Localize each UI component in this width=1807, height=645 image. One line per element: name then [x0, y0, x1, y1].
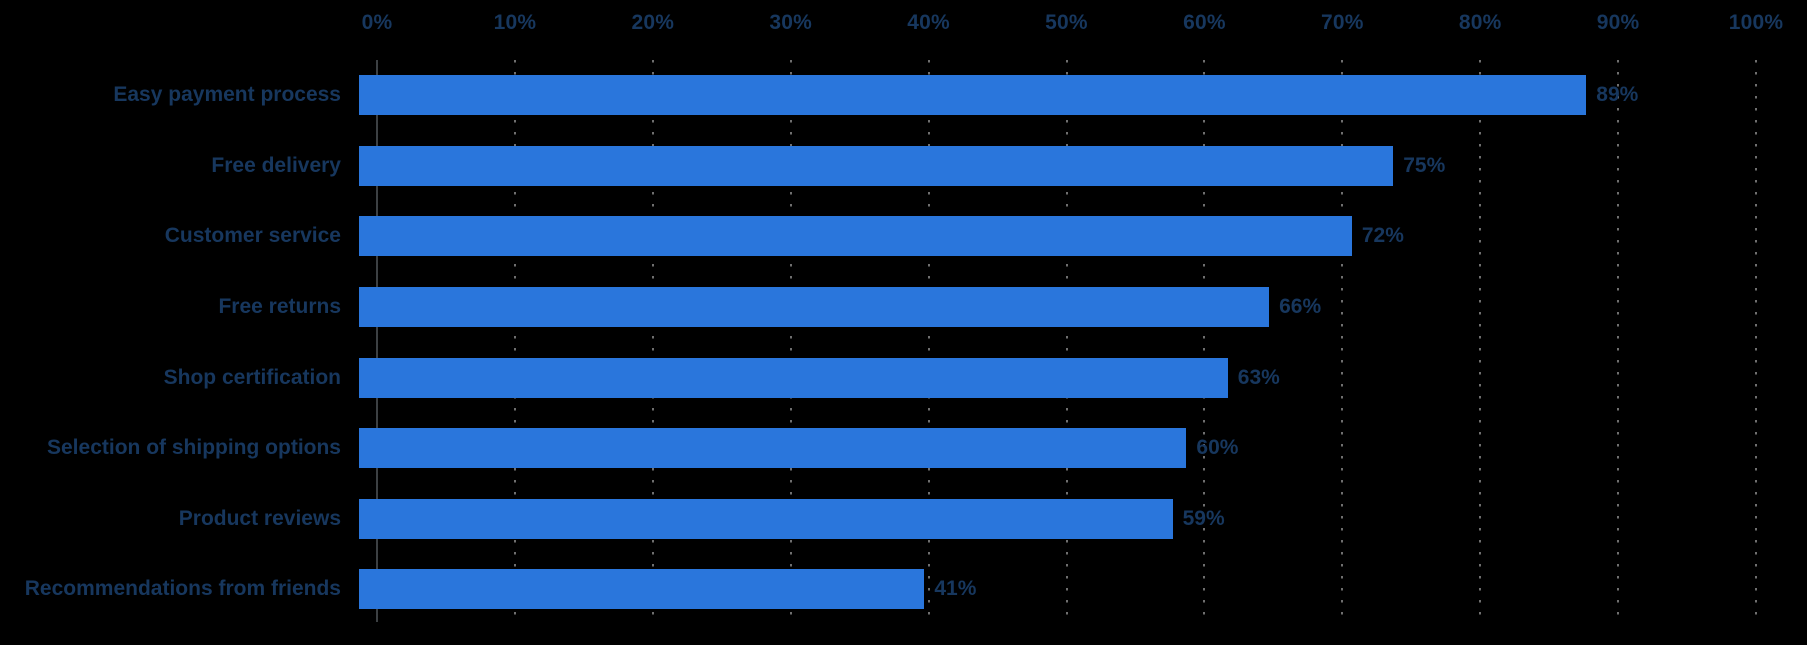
bar-rows: Easy payment process 89% Free delivery 7… — [0, 60, 1807, 625]
x-tick-label: 20% — [631, 11, 675, 34]
bar-track: 75% — [359, 145, 1446, 186]
gridline — [789, 60, 792, 622]
x-tick-label: 40% — [907, 11, 950, 34]
value-label: 66% — [1279, 295, 1322, 319]
bar — [359, 428, 1187, 469]
x-tick-label: 60% — [1183, 11, 1226, 34]
gridline — [1203, 60, 1206, 622]
bar — [359, 569, 925, 610]
x-tick-label: 80% — [1458, 11, 1502, 34]
category-label: Customer service — [164, 224, 341, 248]
bar-track: 89% — [359, 75, 1639, 116]
value-label: 75% — [1403, 153, 1446, 177]
value-label: 63% — [1237, 365, 1280, 389]
gridline — [651, 60, 654, 622]
gridline — [1755, 60, 1757, 622]
category-label: Shop certification — [163, 365, 341, 389]
bar-track: 66% — [359, 287, 1322, 328]
table-row: Customer service 72% — [0, 201, 1807, 272]
value-label: 59% — [1182, 506, 1225, 530]
x-tick-label: 70% — [1320, 11, 1364, 34]
bar-track: 60% — [359, 428, 1239, 469]
value-label: 60% — [1196, 436, 1239, 460]
x-tick-label: 10% — [493, 11, 537, 34]
gridline — [1065, 60, 1068, 622]
bar-track: 41% — [359, 569, 977, 610]
y-axis-line — [376, 60, 378, 622]
bar — [359, 75, 1587, 116]
gridline — [927, 60, 930, 622]
gridline — [1341, 60, 1344, 622]
category-label: Recommendations from friends — [24, 577, 341, 601]
bar-track: 72% — [359, 216, 1404, 257]
category-label: Free returns — [218, 295, 341, 319]
table-row: Shop certification 63% — [0, 342, 1807, 413]
category-label: Selection of shipping options — [47, 436, 341, 460]
bar — [359, 357, 1228, 398]
x-tick-label: 90% — [1596, 11, 1640, 34]
value-label: 72% — [1361, 224, 1404, 248]
category-label: Easy payment process — [113, 83, 341, 107]
gridline — [1617, 60, 1620, 622]
table-row: Product reviews 59% — [0, 484, 1807, 555]
category-label: Free delivery — [211, 153, 341, 177]
value-label: 41% — [934, 577, 977, 601]
x-tick-label: 100% — [1728, 11, 1784, 34]
value-label: 89% — [1596, 83, 1639, 107]
bar — [359, 498, 1173, 539]
bar-track: 59% — [359, 498, 1225, 539]
table-row: Recommendations from friends 41% — [0, 554, 1807, 625]
category-label: Product reviews — [178, 506, 341, 530]
x-tick-label: 30% — [769, 11, 812, 34]
table-row: Free delivery 75% — [0, 131, 1807, 202]
bar — [359, 216, 1352, 257]
x-tick-label: 50% — [1045, 11, 1088, 34]
gridline — [1479, 60, 1482, 622]
bar — [359, 287, 1270, 328]
table-row: Selection of shipping options 60% — [0, 413, 1807, 484]
table-row: Easy payment process 89% — [0, 60, 1807, 131]
bar — [359, 145, 1394, 186]
x-tick-label: 0% — [361, 11, 393, 34]
bar-track: 63% — [359, 357, 1280, 398]
table-row: Free returns 66% — [0, 272, 1807, 343]
gridline — [513, 60, 516, 622]
